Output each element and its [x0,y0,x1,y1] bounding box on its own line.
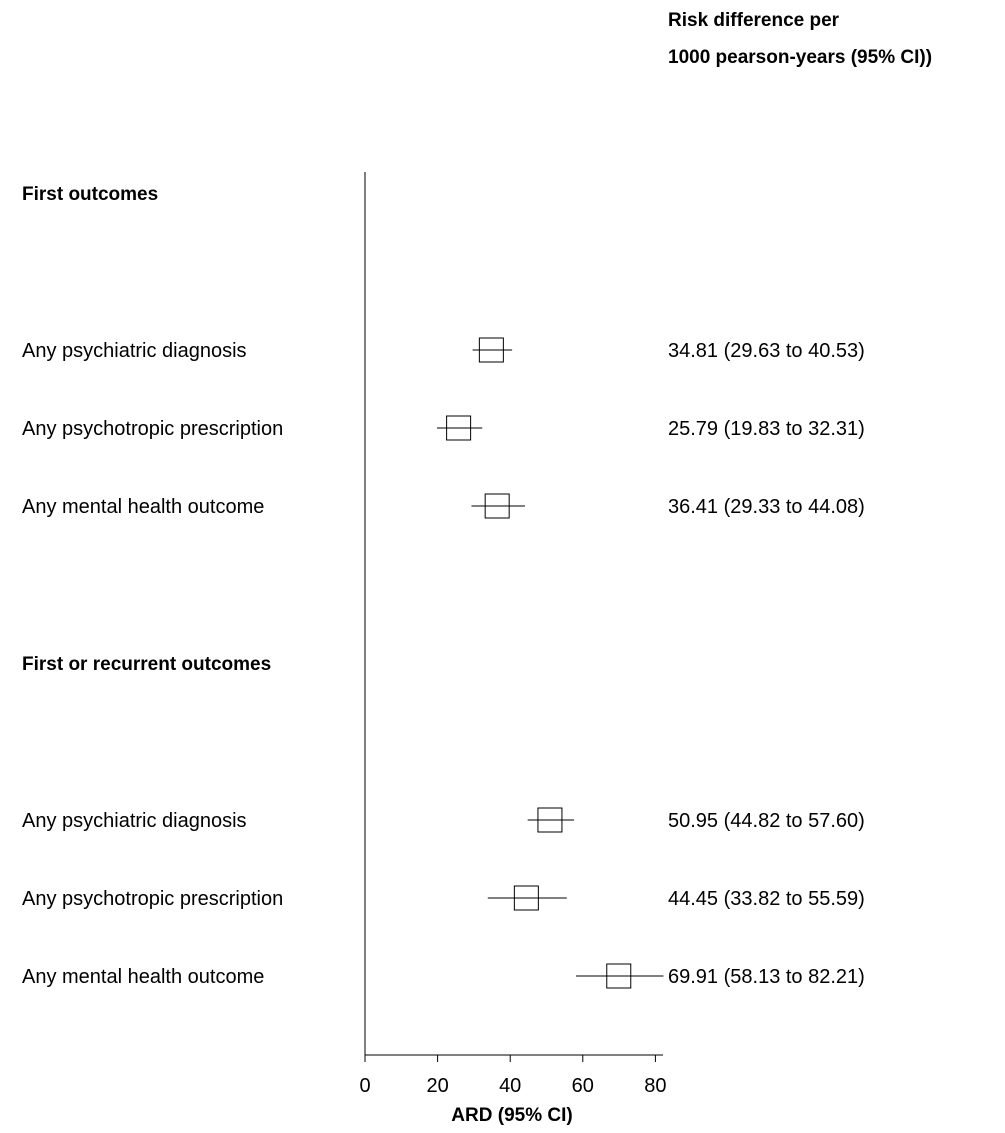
estimate-marker [478,337,504,363]
x-tick-label: 80 [644,1075,666,1097]
estimate-text: 34.81 (29.63 to 40.53) [668,340,865,362]
x-tick-label: 40 [499,1075,521,1097]
estimate-marker [606,963,632,989]
header-line-1: Risk difference per [668,10,840,31]
x-axis-ticks: 0 20 40 60 80 [359,1055,667,1097]
x-axis-label: ARD (95% CI) [451,1105,572,1126]
estimate-marker [537,807,563,833]
row-label: Any psychiatric diagnosis [22,340,247,362]
row-label: Any psychotropic prescription [22,888,283,910]
x-tick-label: 0 [359,1075,370,1097]
estimate-marker [484,493,510,519]
row-label: Any mental health outcome [22,966,264,988]
header-line-2: 1000 pearson-years (95% CI)) [668,47,932,68]
estimate-text: 50.95 (44.82 to 57.60) [668,810,865,832]
estimate-text: 44.45 (33.82 to 55.59) [668,888,865,910]
x-tick-label: 60 [572,1075,594,1097]
forest-rows: First outcomes Any psychiatric diagnosis 3… [22,184,865,989]
section-heading: First outcomes [22,184,158,205]
estimate-marker [513,885,539,911]
estimate-marker [446,415,472,441]
row-label: Any psychotropic prescription [22,418,283,440]
estimate-text: 69.91 (58.13 to 82.21) [668,966,865,988]
row-label: Any mental health outcome [22,496,264,518]
estimate-text: 36.41 (29.33 to 44.08) [668,496,865,518]
x-tick-label: 20 [426,1075,448,1097]
section-heading: First or recurrent outcomes [22,654,271,675]
row-label: Any psychiatric diagnosis [22,810,247,832]
estimate-text: 25.79 (19.83 to 32.31) [668,418,865,440]
